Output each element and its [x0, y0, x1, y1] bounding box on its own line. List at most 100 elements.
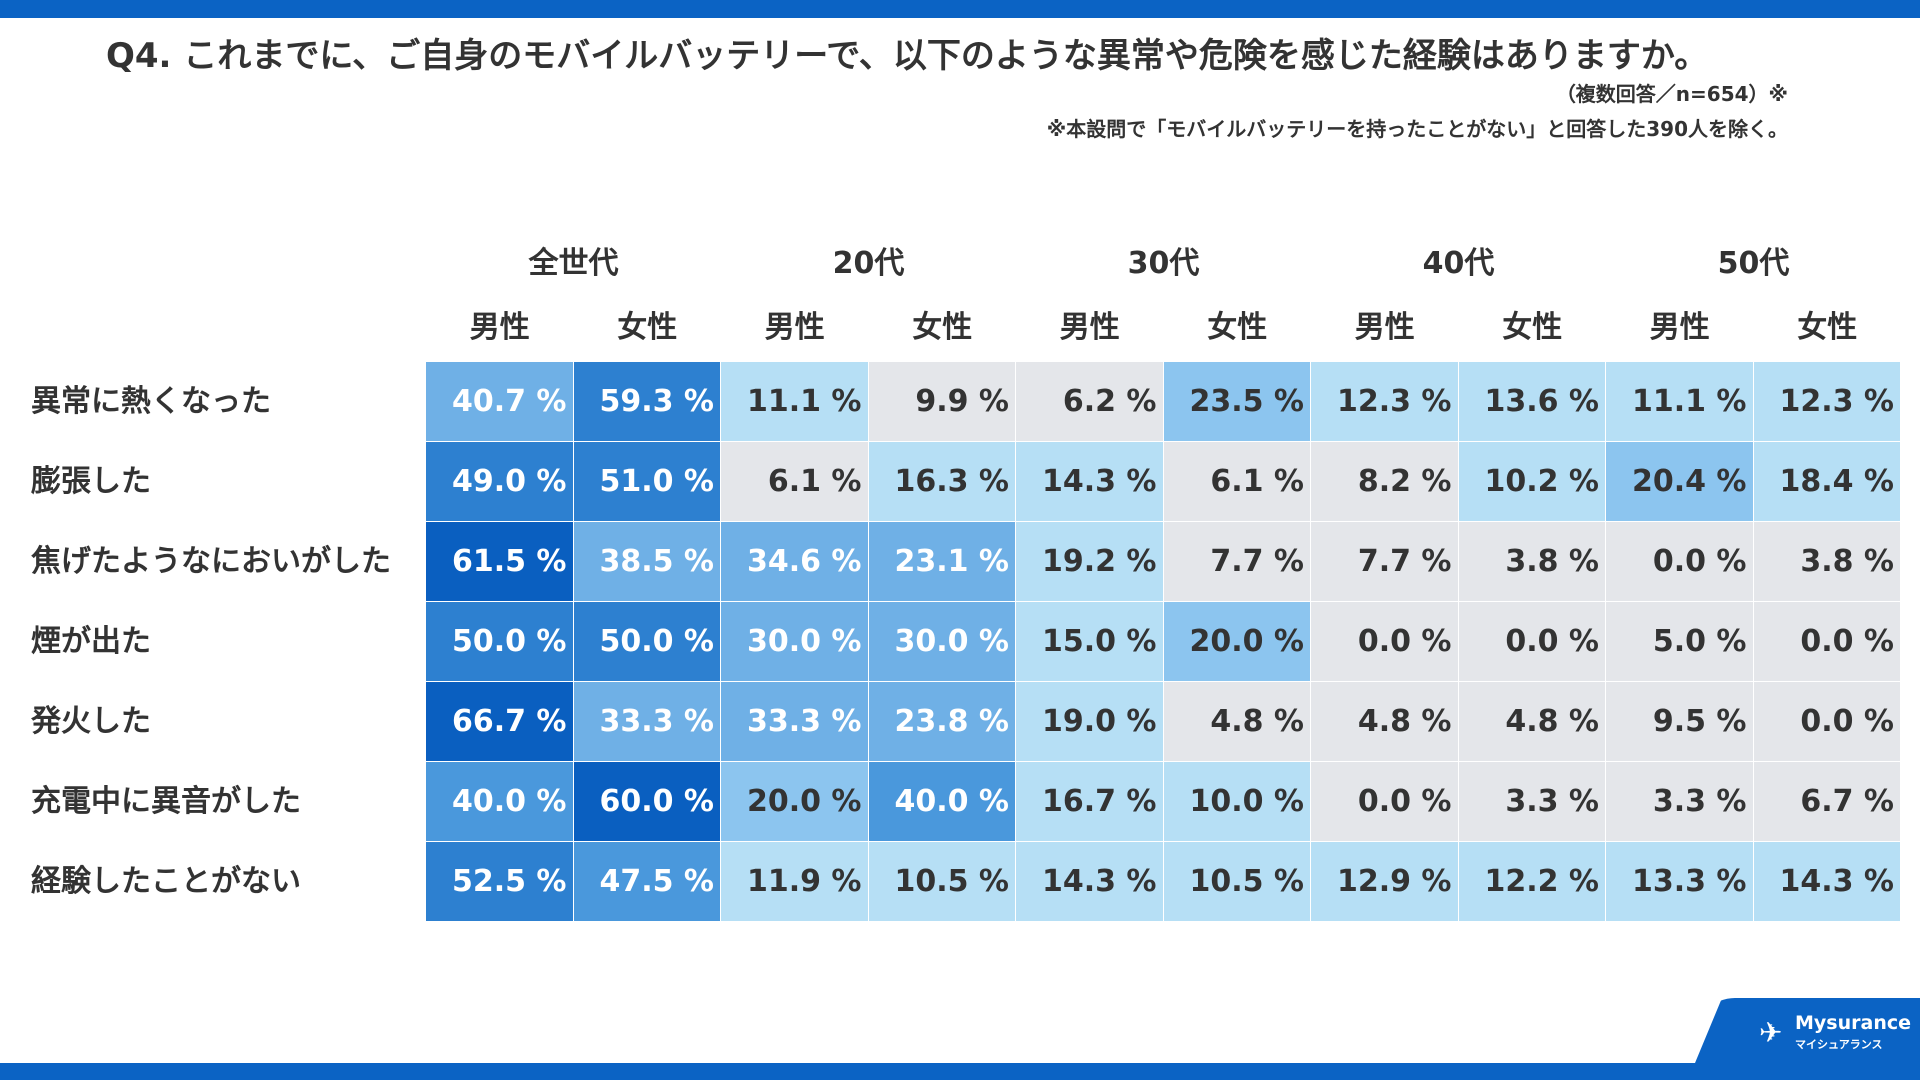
gender-header: 男性 [1354, 310, 1415, 345]
value-cell: 4.8 % [1163, 682, 1311, 762]
value-cell: 40.7 % [426, 362, 574, 442]
row-label: 煙が出た [31, 624, 151, 659]
value-cell: 34.6 % [721, 522, 869, 602]
value-cell: 3.8 % [1753, 522, 1901, 602]
logo-kana: マイシュアランス [1795, 1038, 1883, 1051]
gender-header: 女性 [1502, 310, 1563, 345]
value-cell: 19.2 % [1016, 522, 1164, 602]
value-cell: 10.0 % [1163, 762, 1311, 842]
value-cell: 11.1 % [721, 362, 869, 442]
table-row: 焦げたようなにおいがした 61.5 % 38.5 % 34.6 % 23.1 % 19.2… [0, 522, 1901, 602]
row-label: 異常に熱くなった [31, 384, 271, 419]
value-cell: 7.7 % [1311, 522, 1459, 602]
gender-header: 女性 [617, 310, 678, 345]
value-cell: 6.2 % [1016, 362, 1164, 442]
page-title: Q4. これまでに、ご自身のモバイルバッテリーで、以下のような異常や危険を感じた… [106, 36, 1709, 76]
value-cell: 18.4 % [1753, 442, 1901, 522]
value-cell: 16.3 % [868, 442, 1016, 522]
value-cell: 0.0 % [1311, 762, 1459, 842]
value-cell: 30.0 % [721, 602, 869, 682]
value-cell: 6.1 % [721, 442, 869, 522]
value-cell: 10.5 % [868, 842, 1016, 922]
gender-header: 男性 [1649, 310, 1710, 345]
mysurance-logo: ✈ Mysurance マイシュアランス [1695, 998, 1920, 1063]
sample-note: （複数回答／n=654）※ [1555, 82, 1788, 106]
age-header: 50代 [1717, 246, 1790, 281]
table-row: 煙が出た 50.0 % 50.0 % 30.0 % 30.0 % 15.0 % 20.0 %… [0, 602, 1901, 682]
value-cell: 0.0 % [1753, 602, 1901, 682]
gender-header: 男性 [1059, 310, 1120, 345]
table-row: 膨張した 49.0 % 51.0 % 6.1 % 16.3 % 14.3 % 6.1 % 8.… [0, 442, 1901, 522]
gender-header: 女性 [912, 310, 973, 345]
logo-name: Mysurance [1795, 1012, 1911, 1034]
age-header: 20代 [832, 246, 905, 281]
value-cell: 33.3 % [721, 682, 869, 762]
value-cell: 50.0 % [426, 602, 574, 682]
value-cell: 3.8 % [1458, 522, 1606, 602]
value-cell: 30.0 % [868, 602, 1016, 682]
value-cell: 40.0 % [868, 762, 1016, 842]
value-cell: 10.5 % [1163, 842, 1311, 922]
value-cell: 9.5 % [1606, 682, 1754, 762]
value-cell: 33.3 % [573, 682, 721, 762]
value-cell: 0.0 % [1311, 602, 1459, 682]
value-cell: 0.0 % [1753, 682, 1901, 762]
table-row: 経験したことがない 52.5 % 47.5 % 11.9 % 10.5 % 14.3 % 1… [0, 842, 1901, 922]
value-cell: 52.5 % [426, 842, 574, 922]
value-cell: 12.2 % [1458, 842, 1606, 922]
value-cell: 23.8 % [868, 682, 1016, 762]
gender-headers: 男性 女性 男性 女性 男性 女性 男性 女性 男性 女性 [426, 302, 1901, 346]
value-cell: 0.0 % [1606, 522, 1754, 602]
data-table: 異常に熱くなった 40.7 % 59.3 % 11.1 % 9.9 % 6.2 % 23.5… [0, 362, 1901, 922]
value-cell: 3.3 % [1606, 762, 1754, 842]
logo-icon: ✈ [1759, 1016, 1783, 1049]
value-cell: 15.0 % [1016, 602, 1164, 682]
value-cell: 12.9 % [1311, 842, 1459, 922]
value-cell: 13.6 % [1458, 362, 1606, 442]
value-cell: 23.5 % [1163, 362, 1311, 442]
value-cell: 66.7 % [426, 682, 574, 762]
gender-header: 男性 [764, 310, 825, 345]
row-label: 充電中に異音がした [31, 784, 301, 819]
gender-header: 女性 [1207, 310, 1268, 345]
top-bar [0, 0, 1920, 18]
value-cell: 50.0 % [573, 602, 721, 682]
value-cell: 23.1 % [868, 522, 1016, 602]
table-row: 発火した 66.7 % 33.3 % 33.3 % 23.8 % 19.0 % 4.8 % 4… [0, 682, 1901, 762]
value-cell: 14.3 % [1753, 842, 1901, 922]
value-cell: 51.0 % [573, 442, 721, 522]
value-cell: 12.3 % [1311, 362, 1459, 442]
age-header: 30代 [1127, 246, 1200, 281]
value-cell: 61.5 % [426, 522, 574, 602]
value-cell: 8.2 % [1311, 442, 1459, 522]
value-cell: 59.3 % [573, 362, 721, 442]
value-cell: 9.9 % [868, 362, 1016, 442]
value-cell: 60.0 % [573, 762, 721, 842]
bottom-bar [0, 1063, 1920, 1080]
value-cell: 40.0 % [426, 762, 574, 842]
value-cell: 3.3 % [1458, 762, 1606, 842]
value-cell: 11.1 % [1606, 362, 1754, 442]
value-cell: 6.7 % [1753, 762, 1901, 842]
value-cell: 4.8 % [1458, 682, 1606, 762]
value-cell: 11.9 % [721, 842, 869, 922]
value-cell: 47.5 % [573, 842, 721, 922]
value-cell: 13.3 % [1606, 842, 1754, 922]
value-cell: 16.7 % [1016, 762, 1164, 842]
value-cell: 20.4 % [1606, 442, 1754, 522]
value-cell: 6.1 % [1163, 442, 1311, 522]
value-cell: 7.7 % [1163, 522, 1311, 602]
row-label: 経験したことがない [31, 864, 301, 899]
value-cell: 4.8 % [1311, 682, 1459, 762]
value-cell: 20.0 % [721, 762, 869, 842]
value-cell: 38.5 % [573, 522, 721, 602]
table-row: 異常に熱くなった 40.7 % 59.3 % 11.1 % 9.9 % 6.2 % 23.5… [0, 362, 1901, 442]
exclusion-note: ※本設問で「モバイルバッテリーを持ったことがない」と回答した390人を除く。 [1046, 117, 1788, 141]
value-cell: 14.3 % [1016, 442, 1164, 522]
gender-header: 女性 [1797, 310, 1858, 345]
value-cell: 10.2 % [1458, 442, 1606, 522]
table-row: 充電中に異音がした 40.0 % 60.0 % 20.0 % 40.0 % 16.7 % 1… [0, 762, 1901, 842]
value-cell: 19.0 % [1016, 682, 1164, 762]
value-cell: 14.3 % [1016, 842, 1164, 922]
gender-header: 男性 [469, 310, 530, 345]
